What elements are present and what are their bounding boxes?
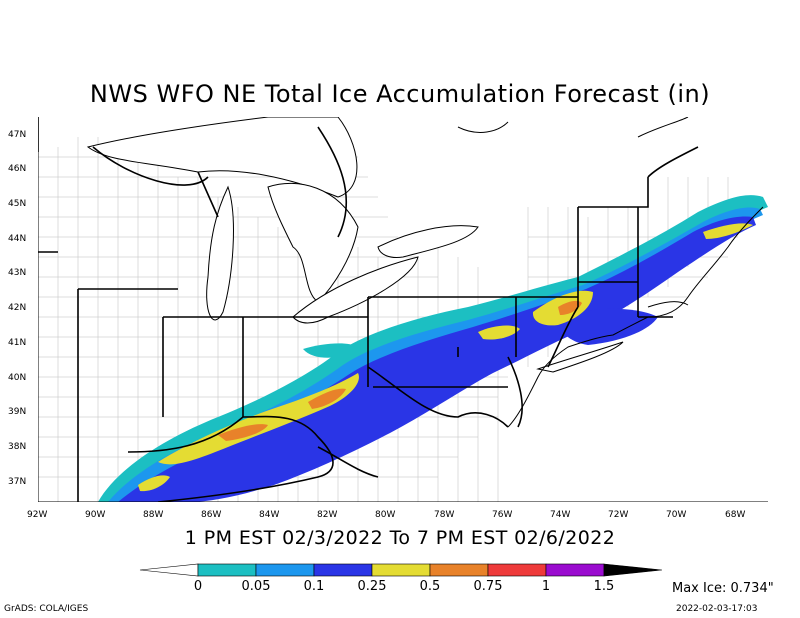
lon-tick-label: 78W	[434, 510, 454, 520]
lon-tick-label: 72W	[608, 510, 628, 520]
legend-swatch	[139, 563, 199, 577]
grads-credit: GrADS: COLA/IGES	[4, 604, 89, 614]
lat-tick-label: 47N	[8, 130, 26, 140]
lon-tick-label: 76W	[492, 510, 512, 520]
lon-tick-label: 70W	[666, 510, 686, 520]
lon-tick-label: 80W	[375, 510, 395, 520]
lat-tick-label: 38N	[8, 442, 26, 452]
state-boundaries	[38, 117, 699, 502]
legend-swatch	[429, 563, 489, 577]
latitude-labels: 47N 46N 45N 44N 43N 42N 41N 40N 39N 38N …	[8, 130, 26, 487]
lon-tick-label: 84W	[259, 510, 279, 520]
run-timestamp: 2022-02-03-17:03	[676, 604, 758, 614]
legend-swatch	[487, 563, 547, 577]
legend-label: 0.75	[474, 579, 503, 594]
max-ice-readout: Max Ice: 0.734"	[672, 581, 774, 596]
color-legend: 0 0.05 0.1 0.25 0.5 0.75 1 1.5	[139, 563, 663, 594]
legend-label: 0.05	[242, 579, 271, 594]
lon-tick-label: 86W	[201, 510, 221, 520]
map-canvas	[38, 117, 768, 502]
map-title: NWS WFO NE Total Ice Accumulation Foreca…	[89, 80, 711, 108]
lat-tick-label: 39N	[8, 407, 26, 417]
lat-tick-label: 44N	[8, 234, 26, 244]
legend-label: 1.5	[594, 579, 615, 594]
lat-tick-label: 46N	[8, 164, 26, 174]
lat-tick-label: 45N	[8, 199, 26, 209]
lon-tick-label: 88W	[143, 510, 163, 520]
legend-label: 0.25	[358, 579, 387, 594]
lat-tick-label: 43N	[8, 268, 26, 278]
legend-swatch	[545, 563, 605, 577]
lat-tick-label: 37N	[8, 477, 26, 487]
legend-labels: 0 0.05 0.1 0.25 0.5 0.75 1 1.5	[194, 579, 614, 594]
legend-swatch	[197, 563, 257, 577]
lon-tick-label: 82W	[317, 510, 337, 520]
lon-tick-label: 74W	[550, 510, 570, 520]
lon-tick-label: 92W	[27, 510, 47, 520]
lat-tick-label: 42N	[8, 303, 26, 313]
legend-label: 0	[194, 579, 202, 594]
legend-swatch	[603, 563, 663, 577]
legend-label: 0.5	[420, 579, 441, 594]
forecast-period: 1 PM EST 02/3/2022 To 7 PM EST 02/6/2022	[184, 527, 616, 549]
legend-swatches	[139, 563, 663, 577]
map-ticks	[38, 117, 768, 502]
great-lakes	[86, 117, 479, 324]
lon-tick-label: 90W	[85, 510, 105, 520]
legend-swatch	[313, 563, 373, 577]
legend-label: 0.1	[304, 579, 325, 594]
legend-swatch	[255, 563, 315, 577]
longitude-labels: 92W 90W 88W 86W 84W 82W 80W 78W 76W 74W …	[27, 510, 745, 520]
legend-swatch	[371, 563, 431, 577]
lon-tick-label: 68W	[725, 510, 745, 520]
ice-accumulation-map	[38, 117, 768, 502]
lat-tick-label: 40N	[8, 373, 26, 383]
ice-shading	[98, 195, 768, 502]
legend-label: 1	[542, 579, 550, 594]
coastline	[457, 117, 764, 428]
lat-tick-label: 41N	[8, 338, 26, 348]
